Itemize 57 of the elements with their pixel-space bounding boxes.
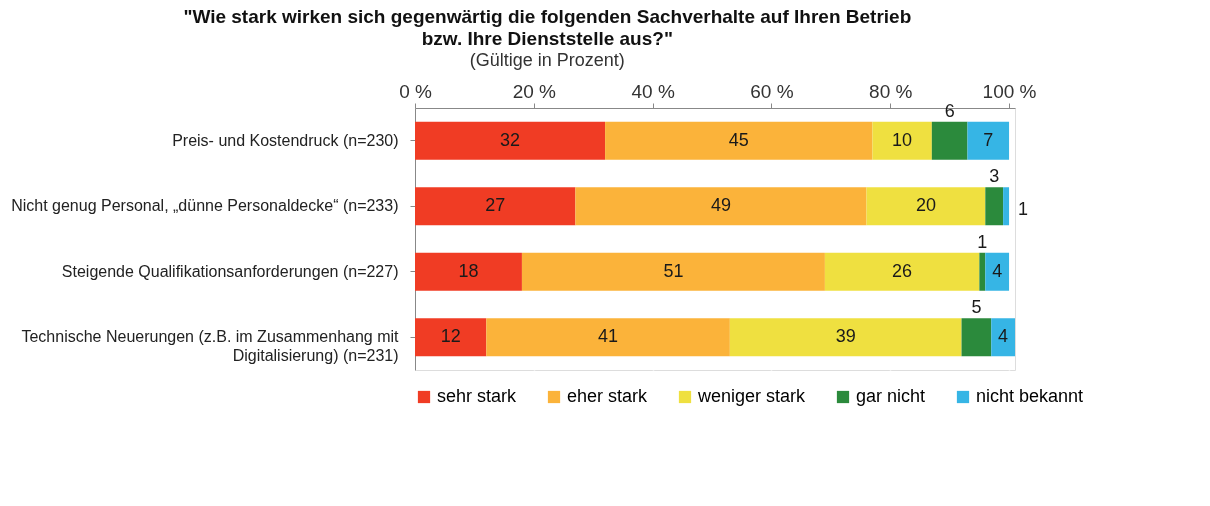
bar [824,252,980,291]
data-label: 45 [728,129,749,150]
chart-title: "Wie stark wirken sich gegenwärtig die folgenden Sachverhalte auf Ihren Betrieb bzw. Ihre Dienststelle aus?" [183,6,912,49]
data-label: 41 [598,326,619,347]
legend-label: eher stark [567,386,649,406]
bar [979,252,986,291]
bar [872,121,932,160]
bar [415,252,522,291]
bar [605,121,873,160]
data-label: 5 [971,297,982,318]
bar [866,187,986,226]
bar [521,252,825,291]
bar [415,187,576,226]
legend-label: sehr stark [437,386,518,406]
bar [991,318,1015,357]
data-label: 1 [977,231,988,252]
y-tick-label: Preis- und Kostendruck (n=230) [172,131,399,149]
legend-label: weniger stark [697,386,807,406]
data-label: 49 [710,195,731,216]
legend-label: nicht bekannt [976,386,1084,406]
data-label: 4 [998,326,1009,347]
x-tick-label: 20 % [512,80,557,102]
y-tick-label: Nicht genug Personal, „dünne Personaldecke“ (n=233) [11,197,399,215]
x-tick-label: 40 % [631,80,675,102]
bar [961,318,992,357]
data-label: 12 [440,326,461,347]
data-label: 3 [989,166,1000,187]
x-tick-label: 80 % [869,80,913,102]
data-label: 26 [892,260,913,281]
chart-subtitle: (Gültige in Prozent) [469,50,625,70]
data-label: 51 [663,260,684,281]
bar [486,318,730,357]
x-tick-label: 0 % [399,80,432,102]
data-label: 32 [500,129,521,150]
bar [415,121,606,160]
legend-label: gar nicht [856,386,926,406]
bar [575,187,867,226]
bar [985,187,1004,226]
data-label: 27 [485,195,506,216]
data-label: 39 [835,326,856,347]
bar [415,318,487,357]
bar [967,121,1010,160]
bar [729,318,962,357]
x-tick-label: 100 % [982,80,1037,102]
data-label: 1 [1018,199,1029,220]
data-label: 10 [892,129,913,150]
x-tick-label: 60 % [750,80,794,102]
data-label: 20 [915,195,936,216]
y-tick-label: Steigende Qualifikationsanforderungen (n=227) [61,262,399,280]
data-label: 4 [992,260,1003,281]
data-label: 18 [458,260,479,281]
y-tick-label: Technische Neuerungen (z.B. im Zusammenhang mit Digitalisierung) (n=231) [21,328,400,365]
data-label: 6 [944,100,955,121]
data-label: 7 [983,129,994,150]
bar [985,252,1010,291]
bar [931,121,968,160]
bar [1003,187,1010,226]
